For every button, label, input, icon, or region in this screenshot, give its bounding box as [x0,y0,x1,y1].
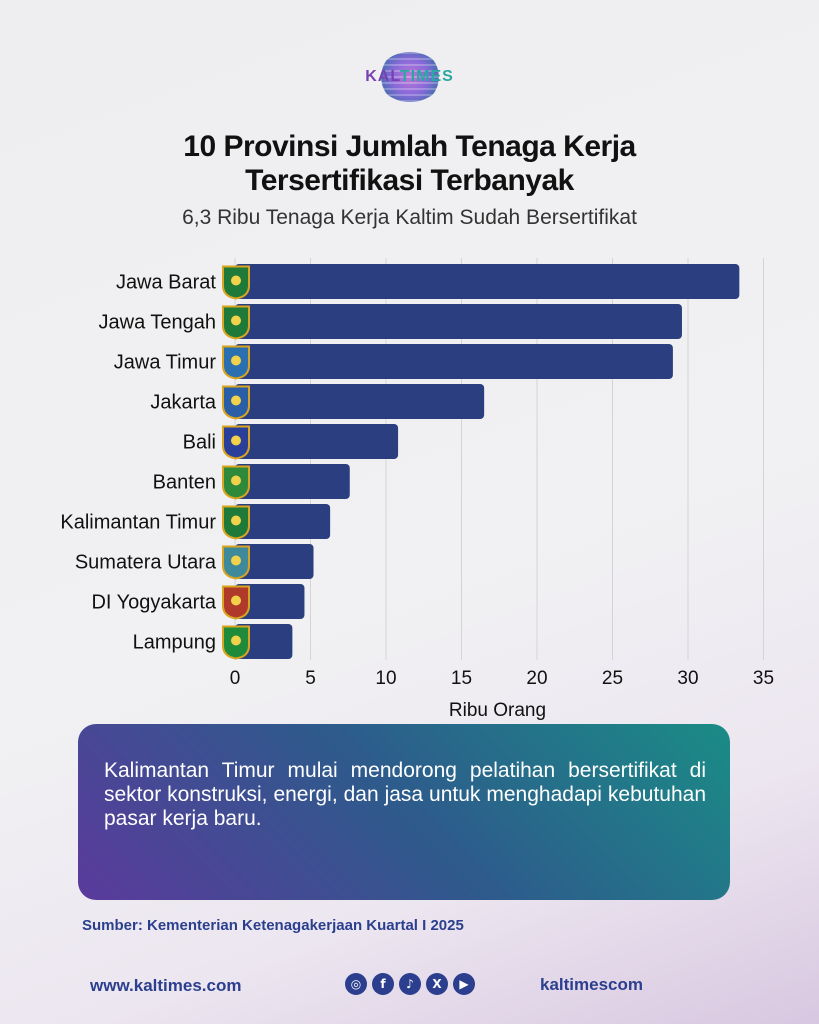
category-label: DI Yogyakarta [91,592,216,614]
category-label: Sumatera Utara [75,552,217,574]
bar [235,584,305,619]
youtube-icon[interactable]: ▶ [453,973,475,995]
bar [235,504,331,539]
facebook-icon[interactable]: f [372,973,394,995]
logo-orb-icon [378,52,442,102]
category-label: Bali [183,432,216,454]
page-title: 10 Provinsi Jumlah Tenaga Kerja Terserti… [0,130,819,198]
kalimantan-timur-emblem-icon [222,505,250,540]
category-label: Kalimantan Timur [60,512,216,534]
logo-part2: TIMES [399,68,454,85]
logo-wordmark: KALTIMES [0,68,819,86]
category-label: Jakarta [150,392,216,414]
callout-box: Kalimantan Timur mulai mendorong pelatih… [78,724,730,900]
footer-handle[interactable]: kaltimescom [540,975,643,994]
social-icons: ◎ f ♪ X ▶ [345,973,475,997]
logo-part1: KAL [365,68,400,85]
x-tick-label: 5 [305,668,316,689]
title-line-2: Tersertifikasi Terbanyak [245,164,574,197]
chart-emblems [222,265,250,660]
di-yogyakarta-emblem-icon [222,585,250,620]
bar-chart: Jawa Barat Jawa Tengah Jawa Timur Jakarta Ba… [60,258,774,689]
banten-emblem-icon [222,465,250,500]
x-tick-label: 20 [526,668,547,689]
x-axis-label: Ribu Orang [448,700,547,721]
category-label: Banten [153,472,216,494]
bar [235,264,740,299]
chart-bars [235,264,740,659]
x-tick-label: 30 [677,668,698,689]
tiktok-icon[interactable]: ♪ [399,973,421,995]
x-tick-labels: 0 5 10 15 20 25 30 35 [230,668,774,689]
bar [235,304,682,339]
x-icon[interactable]: X [426,973,448,995]
footer-website-link[interactable]: www.kaltimes.com [90,976,242,995]
lampung-emblem-icon [222,625,250,660]
x-tick-label: 10 [375,668,396,689]
bar [235,464,350,499]
bar [235,544,314,579]
category-labels: Jawa Barat Jawa Tengah Jawa Timur Jakarta Ba… [60,272,217,654]
jawa-barat-emblem-icon [222,265,250,300]
instagram-icon[interactable]: ◎ [345,973,367,995]
sumatera-utara-emblem-icon [222,545,250,580]
title-line-1: 10 Provinsi Jumlah Tenaga Kerja [183,130,636,163]
x-tick-label: 35 [753,668,774,689]
bali-emblem-icon [222,425,250,460]
source-note: Sumber: Kementerian Ketenagakerjaan Kuar… [82,917,464,934]
callout-text: Kalimantan Timur mulai mendorong pelatih… [104,759,706,830]
x-tick-label: 0 [230,668,241,689]
category-label: Lampung [133,632,216,654]
bar [235,384,485,419]
category-label: Jawa Timur [114,352,217,374]
page-subtitle: 6,3 Ribu Tenaga Kerja Kaltim Sudah Berse… [182,206,637,229]
category-label: Jawa Barat [116,272,216,294]
jawa-tengah-emblem-icon [222,305,250,340]
brand-logo: KALTIMES [0,50,819,106]
bar [235,344,673,379]
bar [235,424,399,459]
jakarta-emblem-icon [222,385,250,420]
x-tick-label: 25 [602,668,623,689]
category-label: Jawa Tengah [99,312,217,334]
jawa-timur-emblem-icon [222,345,250,380]
x-tick-label: 15 [451,668,472,689]
